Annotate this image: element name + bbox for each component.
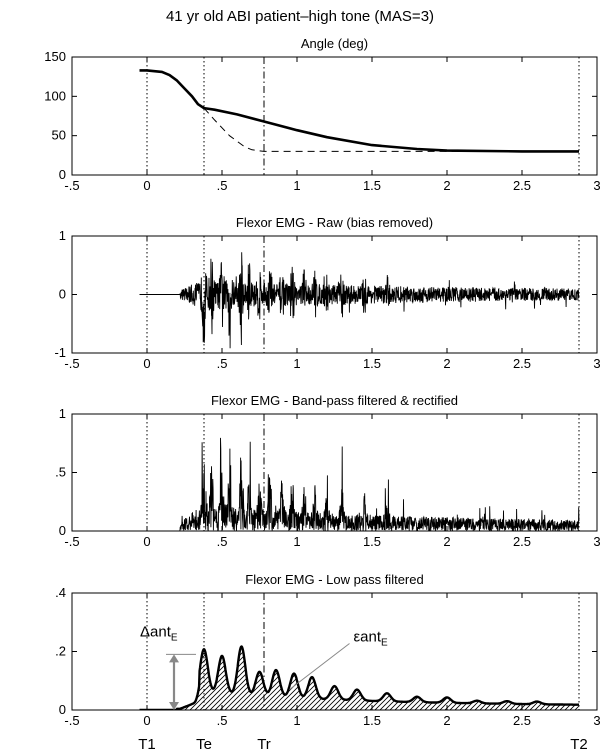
x-tick-label: .5 [217,713,228,728]
emg-trace [139,437,580,531]
x-tick-label: 1.5 [363,178,381,193]
event-labels: T1 Te Tr T2 [138,736,588,753]
x-tick-label: 2 [443,356,450,371]
plot-area [139,236,580,353]
y-tick-label: 0 [59,523,66,538]
annotations: ΔantE εantE [140,623,388,710]
plot-area [138,593,580,710]
y-tick-label: 50 [52,128,66,143]
x-tick-label: 3 [593,713,600,728]
event-label-tr: Tr [257,736,271,753]
x-tick-label: .5 [217,534,228,549]
y-tick-label: 0 [59,287,66,302]
event-label-te: Te [196,736,212,753]
chart-panel-2: Flexor EMG - Raw (bias removed) -.5 0 .5 1 1.… [54,215,600,371]
epsilon-label: εantE [354,629,389,649]
y-tick-label: .4 [55,585,66,600]
x-tick-label: 1.5 [363,713,381,728]
x-tick-label: -.5 [64,178,79,193]
delta-label-sub: E [171,632,178,643]
x-tick-label: 1 [293,356,300,371]
delta-arrow-head-down [169,702,179,710]
hatched-area [177,646,579,710]
x-tick-label: 1.5 [363,356,381,371]
epsilon-label-sub: E [381,638,388,649]
y-tick-label: -1 [54,345,66,360]
x-tick-label: 0 [143,534,150,549]
y-tick-label: .5 [55,465,66,480]
axes-frame [71,235,598,354]
plot-area [139,414,580,531]
x-tick-label: 2.5 [513,178,531,193]
panel-title: Flexor EMG - Low pass filtered [245,572,423,587]
x-tick-label: -.5 [64,534,79,549]
x-tick-label: 1 [293,713,300,728]
y-tick-label: .2 [55,644,66,659]
x-tick-label: 3 [593,178,600,193]
x-tick-label: .5 [217,178,228,193]
x-tick-label: 2.5 [513,713,531,728]
chart-panel-3: Flexor EMG - Band-pass filtered & rectif… [55,393,600,549]
x-tick-label: 2 [443,178,450,193]
x-tick-label: 3 [593,356,600,371]
panel-title: Flexor EMG - Raw (bias removed) [236,215,433,230]
x-tick-label: 1.5 [363,534,381,549]
lowpass-trace [138,645,580,710]
series-line-2 [203,107,579,152]
x-tick-label: 1 [293,534,300,549]
emg-trace [139,252,580,349]
y-tick-label: 0 [59,702,66,717]
x-tick-label: 2 [443,713,450,728]
axes-frame [71,413,598,532]
plot-area [139,57,580,175]
axes-frame [71,592,598,711]
y-tick-label: 100 [44,88,66,103]
event-label-t2: T2 [570,736,588,753]
x-tick-label: 2.5 [513,534,531,549]
x-tick-label: 3 [593,534,600,549]
event-label-t1: T1 [138,736,156,753]
x-tick-label: -.5 [64,713,79,728]
series-line-1 [139,69,579,153]
figure-title: 41 yr old ABI patient–high tone (MAS=3) [166,8,434,25]
x-tick-label: -.5 [64,356,79,371]
x-tick-label: 0 [143,178,150,193]
panel-title: Angle (deg) [301,36,368,51]
x-tick-label: 1 [293,178,300,193]
delta-arrow-head-up [169,654,179,663]
chart-panel-4: Flexor EMG - Low pass filtered-.5 0.5 1 1.5… [55,572,600,728]
x-tick-label: 2 [443,534,450,549]
x-tick-label: .5 [217,356,228,371]
x-tick-label: 0 [143,356,150,371]
epsilon-label-prefix: εant [354,629,382,646]
y-tick-label: 1 [59,228,66,243]
x-tick-label: 2.5 [513,356,531,371]
panel-title: Flexor EMG - Band-pass filtered & rectif… [211,393,458,408]
y-tick-label: 150 [44,49,66,64]
delta-label: ΔantE [140,623,178,643]
y-tick-label: 1 [59,406,66,421]
panels: Angle (deg)-.5 0.5 1 1.5 2 2.5 3050100150Flexo… [44,36,600,728]
delta-label-prefix: Δant [140,623,172,640]
x-tick-label: 0 [143,713,150,728]
epsilon-pointer [289,643,350,690]
axes-frame [71,56,598,176]
y-tick-label: 0 [59,167,66,182]
